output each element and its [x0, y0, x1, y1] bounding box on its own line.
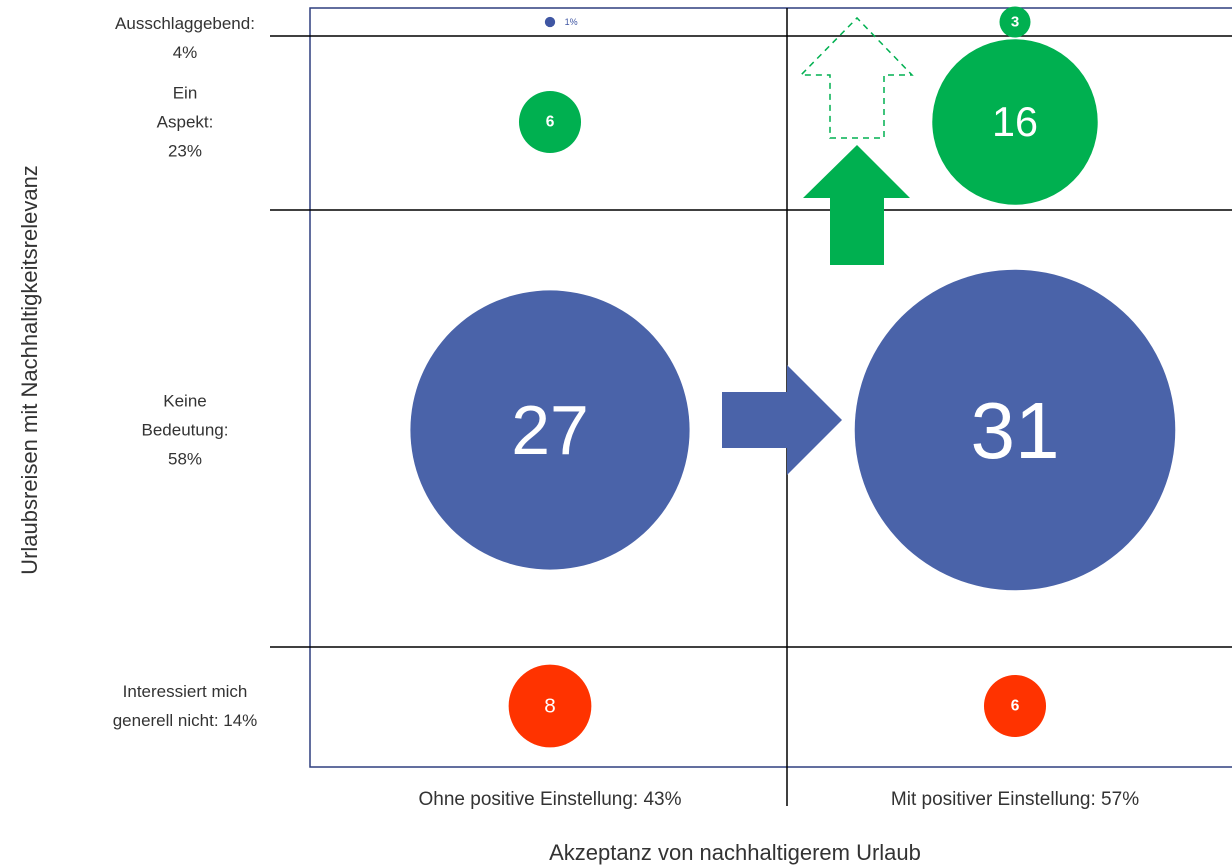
arrow-up	[803, 145, 910, 265]
bubble	[999, 6, 1031, 38]
x-axis-label: Akzeptanz von nachhaltigerem Urlaub	[549, 840, 921, 865]
bubble-label: 3	[1011, 14, 1019, 31]
arrow-right	[722, 365, 842, 475]
row-label: Ausschlaggebend: 4%	[115, 14, 255, 62]
y-axis-label: Urlaubsreisen mit Nachhaltigkeitsrelevan…	[17, 165, 42, 575]
bubble	[410, 290, 690, 570]
row-label: Ein Aspekt: 23%	[156, 83, 214, 161]
column-label: Ohne positive Einstellung: 43%	[418, 789, 682, 810]
column-label: Mit positiver Einstellung: 57%	[890, 789, 1140, 810]
row-label: Interessiert mich generell nicht: 14%	[112, 682, 258, 730]
bubble-label: 1%	[565, 17, 578, 27]
bubble-label: 6	[546, 114, 555, 131]
bubble	[544, 16, 556, 28]
bubble-label: 8	[544, 695, 556, 718]
bubble-label: 31	[970, 385, 1059, 475]
bubble-label: 6	[1011, 698, 1020, 715]
bubble	[854, 269, 1176, 591]
row-label: Keine Bedeutung: 58%	[141, 391, 229, 469]
bubble	[518, 90, 582, 154]
bubble	[983, 674, 1047, 738]
bubble	[932, 39, 1098, 205]
bubble-label: 27	[511, 391, 589, 469]
bubble	[508, 664, 592, 748]
frame	[309, 7, 1232, 768]
bubble-label: 16	[992, 99, 1038, 145]
